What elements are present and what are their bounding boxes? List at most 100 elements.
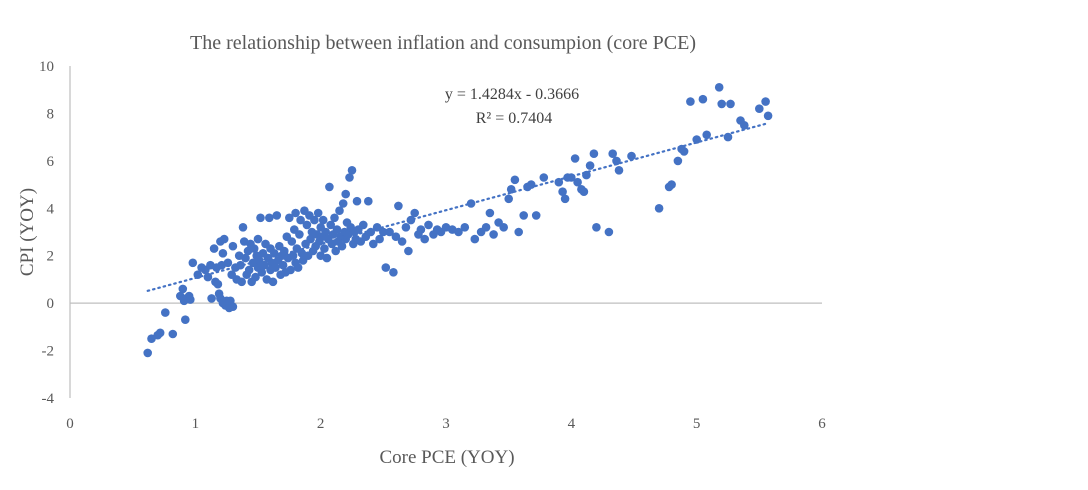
data-point	[504, 194, 513, 204]
data-point	[589, 149, 599, 158]
data-point	[470, 234, 480, 244]
data-point	[385, 227, 394, 237]
data-point	[717, 99, 726, 109]
data-point	[454, 227, 463, 237]
data-point	[740, 121, 749, 130]
data-point	[335, 206, 344, 215]
data-point	[288, 251, 298, 260]
data-point	[714, 83, 724, 92]
data-point	[673, 156, 683, 166]
data-point	[322, 253, 332, 263]
data-point	[573, 177, 582, 187]
data-point	[253, 234, 263, 244]
data-point	[761, 97, 770, 106]
y-tick-label: 8	[47, 106, 55, 122]
data-points	[143, 83, 773, 358]
data-point	[592, 223, 601, 232]
data-point	[325, 182, 334, 192]
data-point	[321, 227, 331, 237]
data-point	[514, 227, 523, 237]
data-point	[332, 225, 342, 234]
data-point	[213, 279, 223, 289]
x-tick-labels: 0 1 2 3 4 5 6	[66, 416, 826, 432]
y-tick-label: -4	[42, 391, 55, 407]
data-point	[381, 263, 391, 272]
data-point	[218, 249, 228, 258]
data-point	[251, 272, 260, 282]
x-tick-label: 5	[693, 416, 701, 432]
data-point	[726, 99, 735, 109]
data-point	[570, 154, 580, 163]
data-point	[345, 173, 354, 182]
data-point	[291, 208, 300, 218]
data-point	[155, 328, 165, 338]
data-point	[318, 215, 328, 225]
data-point	[679, 147, 689, 156]
data-point	[698, 94, 708, 104]
y-axis-label: CPI (YOY)	[17, 188, 38, 276]
data-point	[186, 295, 195, 304]
data-point	[302, 220, 312, 230]
data-point	[401, 223, 411, 232]
data-point	[188, 258, 198, 268]
data-point	[416, 225, 426, 234]
data-point	[420, 234, 430, 244]
data-point	[499, 223, 509, 232]
data-point	[244, 265, 254, 275]
y-tick-labels: -4 -2 0 2 4 6 8 10	[39, 59, 55, 407]
data-point	[168, 329, 178, 339]
x-tick-label: 6	[818, 416, 826, 432]
data-point	[331, 246, 341, 256]
data-point	[526, 180, 536, 189]
data-point	[161, 308, 170, 317]
data-point	[296, 215, 305, 225]
data-point	[223, 258, 233, 268]
data-point	[460, 223, 470, 232]
data-point	[219, 234, 229, 244]
data-point	[372, 223, 382, 232]
data-point	[181, 315, 190, 325]
data-point	[352, 196, 362, 206]
data-point	[375, 234, 384, 244]
trendline-equation: y = 1.4284x - 0.3666	[445, 86, 579, 103]
data-point	[560, 194, 570, 204]
y-tick-label: 6	[47, 154, 55, 170]
data-point	[272, 211, 282, 220]
y-tick-label: 10	[39, 59, 54, 75]
data-point	[558, 187, 567, 196]
data-point	[338, 199, 348, 208]
data-point	[364, 196, 373, 206]
data-point	[207, 294, 216, 303]
data-point	[612, 156, 621, 166]
data-point	[143, 348, 152, 358]
data-point	[519, 211, 528, 220]
data-point	[257, 268, 267, 277]
data-point	[654, 204, 664, 213]
x-tick-label: 1	[192, 416, 200, 432]
data-point	[209, 244, 219, 253]
data-point	[702, 130, 711, 140]
data-point	[256, 213, 265, 223]
data-point	[293, 263, 303, 272]
data-point	[237, 277, 246, 287]
data-point	[241, 253, 250, 263]
data-point	[271, 263, 280, 272]
data-point	[359, 220, 368, 230]
data-point	[424, 220, 433, 230]
data-point	[608, 149, 617, 158]
data-point	[614, 166, 624, 175]
data-point	[249, 244, 259, 253]
x-axis-label: Core PCE (YOY)	[379, 447, 514, 468]
data-point	[763, 111, 773, 121]
data-point	[320, 244, 329, 253]
data-point	[539, 173, 549, 182]
data-point	[369, 239, 378, 249]
data-point	[510, 175, 520, 185]
data-point	[278, 260, 288, 270]
data-point	[260, 260, 269, 270]
data-point	[265, 213, 274, 223]
y-tick-label: 4	[47, 201, 55, 217]
data-point	[306, 234, 315, 244]
data-point	[379, 227, 388, 237]
